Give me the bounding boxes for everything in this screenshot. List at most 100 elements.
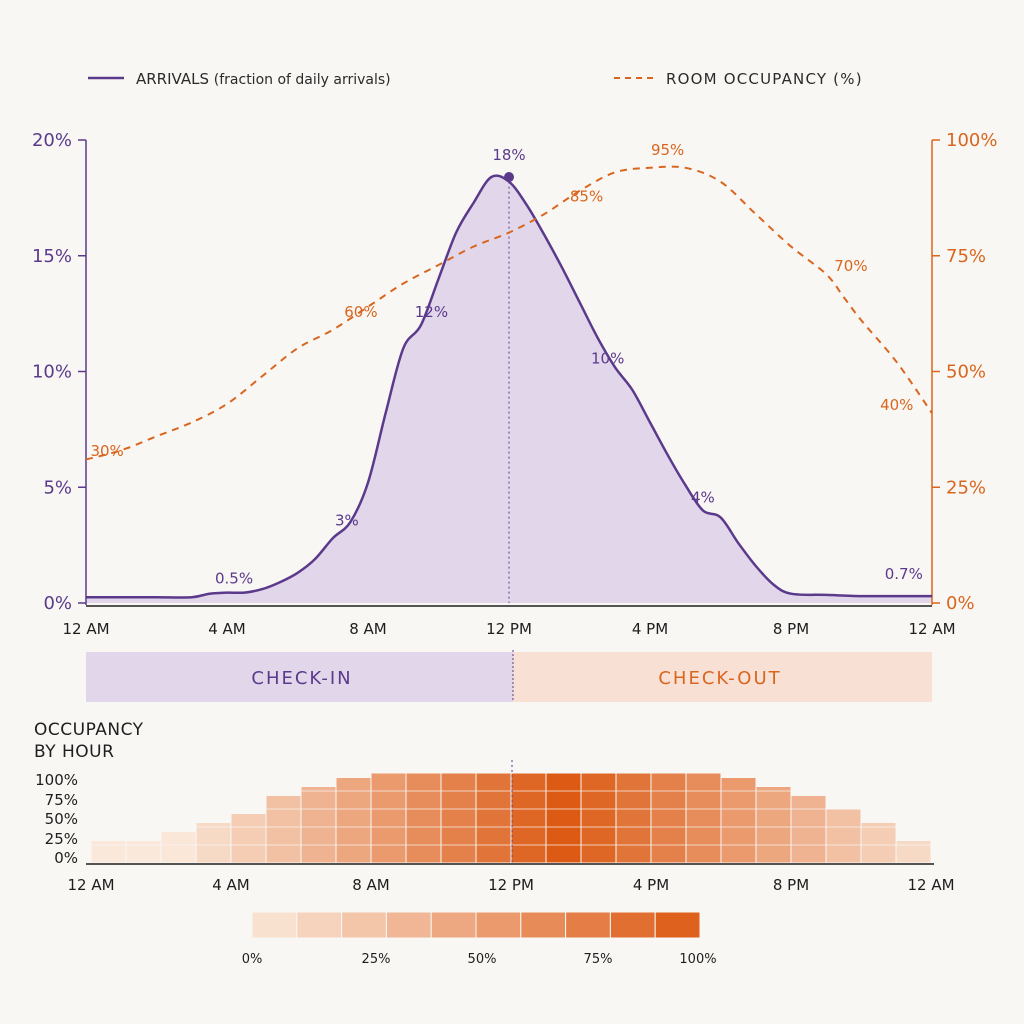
right-axis-label: 100% <box>946 130 997 151</box>
arrivals-area <box>86 175 932 603</box>
colorbar-swatch <box>341 911 387 939</box>
arrivals-legend-note: (fraction of daily arrivals) <box>214 72 391 88</box>
heatmap-cell <box>650 772 687 864</box>
left-axis-label: 20% <box>32 130 72 151</box>
phase-band: CHECK-IN CHECK-OUT <box>86 650 932 702</box>
check-in-band <box>86 652 513 702</box>
x-axis-label: 4 AM <box>208 620 246 638</box>
occupancy-data-label: 95% <box>651 141 684 159</box>
heatmap-cell <box>510 772 547 864</box>
arrivals-data-label: 0.7% <box>885 565 923 583</box>
heatmap-cell <box>370 772 407 864</box>
heatmap-cell <box>720 777 757 864</box>
colorbar-swatch <box>475 911 522 939</box>
axes: 0% 5% 10% 15% 20% 0% 25% 50% 75% 100% 12 AM 4 AM 8 A… <box>32 130 997 638</box>
colorbar-swatch <box>654 911 701 939</box>
series-lines <box>85 165 933 603</box>
heatmap-ytick: 0% <box>54 849 78 867</box>
x-axis-label: 12 AM <box>908 620 955 638</box>
right-axis-label: 25% <box>946 477 986 498</box>
right-axis-label: 75% <box>946 246 986 267</box>
colorbar-swatch <box>565 911 611 939</box>
colorbar-swatch <box>609 911 656 939</box>
x-axis-label: 12 AM <box>62 620 109 638</box>
right-axis-label: 0% <box>946 593 975 614</box>
heatmap-x-label: 8 PM <box>773 876 809 894</box>
occupancy-data-label: 70% <box>834 257 867 275</box>
check-out-label: CHECK-OUT <box>658 668 781 689</box>
arrivals-line <box>86 174 932 599</box>
heatmap-cells <box>86 760 934 865</box>
heatmap-title-line1: OCCUPANCY <box>34 720 144 740</box>
heatmap-cell <box>895 840 932 864</box>
heatmap-cell <box>300 786 337 864</box>
heatmap-cell <box>755 786 792 864</box>
colorbar-tick: 25% <box>362 952 391 967</box>
heatmap-x-label: 8 AM <box>352 876 390 894</box>
colorbar-swatch <box>520 911 567 939</box>
x-axis-label: 4 PM <box>632 620 668 638</box>
data-labels: 0.5% 3% 12% 18% 10% 4% 0.7% 30% 60% 85% 95% 70% 40% <box>90 141 922 587</box>
arrivals-data-label: 4% <box>691 488 715 506</box>
heatmap-ytick: 75% <box>45 791 78 809</box>
heatmap-x-label: 12 PM <box>488 876 534 894</box>
heatmap-x-label: 12 AM <box>907 876 954 894</box>
left-axis-label: 0% <box>43 593 72 614</box>
heatmap-cell <box>125 840 162 864</box>
heatmap-ytick: 50% <box>45 810 78 828</box>
heatmap-cell <box>90 840 127 864</box>
x-axis-label: 12 PM <box>486 620 532 638</box>
arrivals-data-label: 18% <box>492 146 525 164</box>
occupancy-data-label: 60% <box>344 303 377 321</box>
occupancy-data-label: 85% <box>570 187 603 205</box>
heatmap-cell <box>790 795 827 864</box>
occupancy-line <box>85 165 933 461</box>
heatmap-cell <box>825 808 862 864</box>
occupancy-data-label: 40% <box>880 396 913 414</box>
heatmap-x-label: 12 AM <box>67 876 114 894</box>
colorbar-tick: 75% <box>584 952 613 967</box>
arrivals-data-label: 10% <box>591 350 624 368</box>
svg-text:ARRIVALS (fraction of da: ARRIVALS (fraction of daily arrivals) <box>136 70 391 88</box>
heatmap-x-axis: 12 AM 4 AM 8 AM 12 PM 4 PM 8 PM 12 AM <box>67 876 954 894</box>
check-in-label: CHECK-IN <box>251 668 352 689</box>
heatmap-cell <box>545 772 582 864</box>
heatmap-cell <box>195 822 232 864</box>
left-axis-label: 10% <box>32 362 72 383</box>
left-axis-label: 15% <box>32 246 72 267</box>
peak-marker <box>504 172 514 183</box>
legend: ARRIVALS (fraction of daily arrivals) RO… <box>88 70 862 88</box>
heatmap-x-label: 4 AM <box>212 876 250 894</box>
arrivals-data-label: 0.5% <box>215 569 253 587</box>
x-axis-label: 8 AM <box>349 620 387 638</box>
colorbar-swatches <box>251 911 701 939</box>
heatmap-cell <box>440 772 477 864</box>
heatmap-cell <box>615 772 652 864</box>
colorbar-swatch <box>296 911 343 939</box>
heatmap-cell <box>405 772 442 864</box>
arrivals-legend-label: ARRIVALS <box>136 70 209 88</box>
heatmap-ytick: 100% <box>35 771 78 789</box>
colorbar-tick: 0% <box>242 952 263 967</box>
heatmap-title-line2: BY HOUR <box>34 742 114 762</box>
heatmap-x-label: 4 PM <box>633 876 669 894</box>
heatmap-cell <box>230 813 267 864</box>
colorbar-swatch <box>430 911 477 939</box>
heatmap-cell <box>860 822 897 864</box>
heatmap-y-axis: 100% 75% 50% 25% 0% <box>35 771 78 867</box>
heatmap-cell <box>580 772 617 864</box>
x-axis-label: 8 PM <box>773 620 809 638</box>
colorbar-tick: 100% <box>679 952 716 967</box>
heatmap-cell <box>160 831 197 864</box>
heatmap-cell <box>475 772 512 864</box>
colorbar-swatch <box>385 911 432 939</box>
colorbar: 0% 25% 50% 75% 100% <box>242 911 717 967</box>
left-axis-label: 5% <box>43 477 72 498</box>
colorbar-swatch <box>251 911 298 939</box>
occupancy-data-label: 30% <box>90 442 123 460</box>
right-axis-label: 50% <box>946 362 986 383</box>
arrivals-data-label: 12% <box>415 303 448 321</box>
arrivals-area-layer <box>86 175 932 603</box>
heatmap-cell <box>265 795 302 864</box>
